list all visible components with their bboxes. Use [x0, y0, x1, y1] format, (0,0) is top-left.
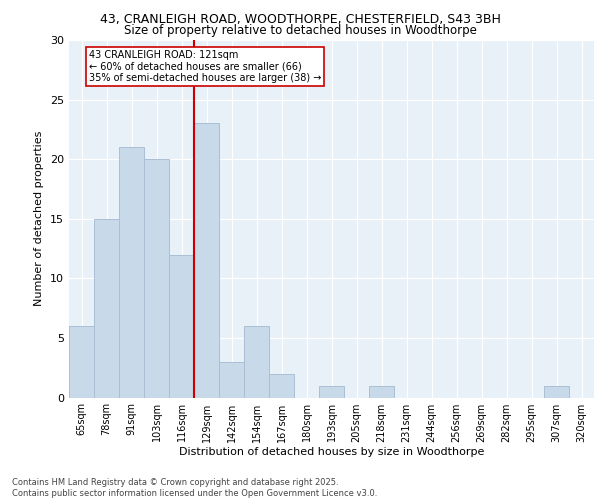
Text: Contains HM Land Registry data © Crown copyright and database right 2025.
Contai: Contains HM Land Registry data © Crown c…	[12, 478, 377, 498]
Bar	[194, 124, 219, 398]
Bar	[319, 386, 344, 398]
Text: 43 CRANLEIGH ROAD: 121sqm
← 60% of detached houses are smaller (66)
35% of semi-: 43 CRANLEIGH ROAD: 121sqm ← 60% of detac…	[89, 50, 322, 82]
Bar	[219, 362, 244, 398]
Bar	[119, 148, 144, 398]
Text: Size of property relative to detached houses in Woodthorpe: Size of property relative to detached ho…	[124, 24, 476, 37]
Bar	[169, 254, 194, 398]
Bar	[69, 326, 94, 398]
Y-axis label: Number of detached properties: Number of detached properties	[34, 131, 44, 306]
Bar	[94, 219, 119, 398]
Bar	[269, 374, 294, 398]
Text: 43, CRANLEIGH ROAD, WOODTHORPE, CHESTERFIELD, S43 3BH: 43, CRANLEIGH ROAD, WOODTHORPE, CHESTERF…	[100, 12, 500, 26]
Bar	[369, 386, 394, 398]
Bar	[544, 386, 569, 398]
Bar	[244, 326, 269, 398]
Bar	[144, 159, 169, 398]
X-axis label: Distribution of detached houses by size in Woodthorpe: Distribution of detached houses by size …	[179, 448, 484, 458]
